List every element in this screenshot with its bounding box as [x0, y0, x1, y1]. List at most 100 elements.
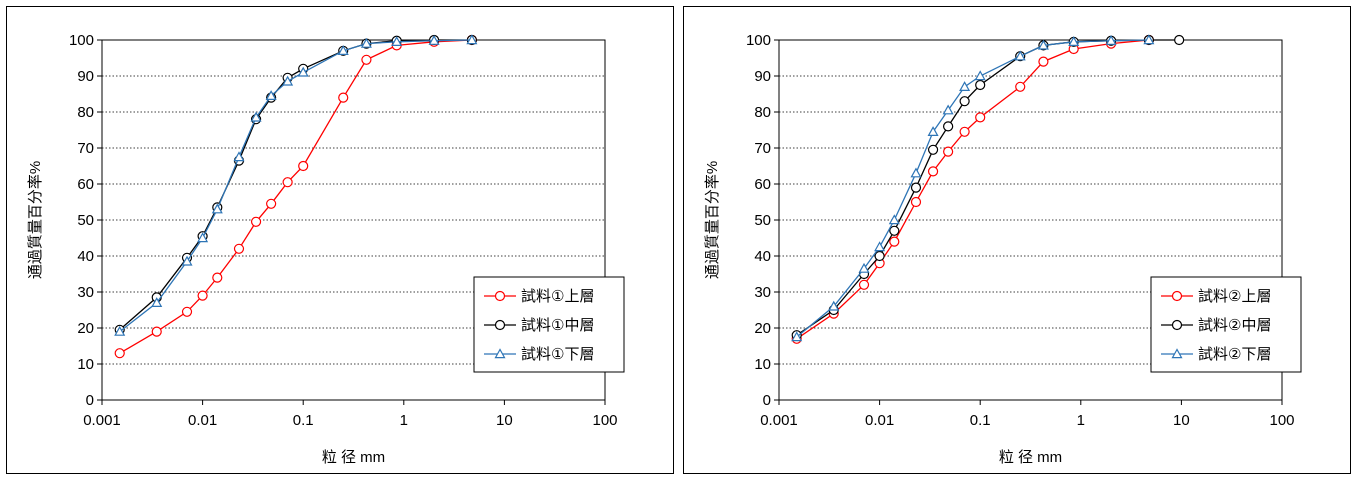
- data-point: [1171, 290, 1183, 302]
- legend-item: 試料②上層: [1161, 288, 1271, 305]
- data-point: [1174, 34, 1185, 46]
- x-tick-label: 100: [1269, 412, 1294, 429]
- data-point: [1068, 36, 1080, 47]
- x-tick-label: 10: [1173, 412, 1190, 429]
- data-point: [282, 75, 294, 86]
- y-tick-label: 30: [77, 284, 94, 301]
- y-tick-label: 40: [77, 248, 94, 265]
- data-point: [927, 166, 939, 177]
- series-3: [114, 34, 478, 336]
- data-point: [233, 151, 245, 162]
- x-tick-label: 0.01: [188, 412, 217, 429]
- data-point: [197, 232, 209, 243]
- data-point: [1037, 39, 1049, 50]
- series-line: [796, 39, 1149, 338]
- y-tick-label: 60: [754, 176, 771, 193]
- data-point: [1171, 319, 1183, 331]
- data-point: [910, 182, 922, 193]
- data-point: [975, 79, 986, 91]
- data-point: [250, 111, 262, 122]
- y-tick-label: 50: [77, 212, 94, 229]
- legend-item: 試料①中層: [484, 317, 594, 334]
- data-point: [151, 326, 162, 337]
- y-tick-label: 80: [77, 104, 94, 121]
- data-point: [959, 96, 970, 107]
- data-point: [943, 146, 954, 157]
- x-tick-label: 1: [1077, 412, 1085, 429]
- data-point: [910, 196, 922, 208]
- legend-label: 試料②下層: [1198, 346, 1271, 363]
- data-point: [828, 300, 840, 311]
- data-point: [428, 34, 440, 45]
- data-point: [910, 167, 922, 178]
- y-tick-label: 20: [77, 320, 94, 337]
- legend-item: 試料②下層: [1161, 346, 1271, 363]
- legend-item: 試料②中層: [1161, 317, 1271, 334]
- data-point: [114, 348, 125, 359]
- series-line: [796, 39, 1180, 336]
- chart-panel-1: 0 10 20 30 40 50 60 70 80 90 100 0.001 0.01 0.1 1 10 100…: [6, 6, 674, 474]
- data-point: [1014, 50, 1026, 61]
- data-point: [360, 37, 372, 48]
- data-point: [466, 34, 478, 45]
- y-tick-label: 0: [763, 392, 771, 409]
- data-point: [197, 290, 208, 301]
- data-point: [265, 90, 277, 101]
- x-tick-label: 0.01: [865, 412, 894, 429]
- series-2: [791, 34, 1185, 341]
- data-point: [266, 198, 277, 209]
- x-axis-title: 粒 径 mm: [322, 449, 385, 466]
- legend-label: 試料②中層: [1198, 317, 1271, 334]
- data-point: [1171, 348, 1183, 359]
- data-point: [494, 319, 506, 331]
- data-point: [338, 92, 349, 103]
- series-line: [119, 39, 472, 333]
- data-point: [297, 66, 309, 77]
- y-tick-label: 90: [77, 68, 94, 85]
- x-axis-title: 粒 径 mm: [999, 449, 1062, 466]
- y-tick-label: 0: [86, 392, 94, 409]
- series-2: [114, 34, 477, 335]
- data-point: [974, 70, 986, 81]
- data-point: [151, 297, 163, 307]
- series-line: [119, 39, 472, 354]
- data-point: [927, 144, 939, 155]
- data-point: [943, 121, 954, 132]
- data-point: [858, 279, 870, 290]
- data-point: [233, 243, 245, 254]
- y-tick-label: 100: [69, 32, 94, 49]
- y-tick-label: 70: [77, 140, 94, 157]
- data-point: [282, 177, 293, 188]
- legend-item: 試料①上層: [484, 288, 594, 305]
- data-point: [494, 290, 506, 302]
- y-tick-label: 70: [754, 140, 771, 157]
- x-tick-label: 0.1: [293, 412, 314, 429]
- data-point: [1105, 34, 1117, 45]
- data-point: [959, 81, 971, 92]
- series-line: [119, 39, 472, 331]
- y-axis-title: 通過質量百分率%: [26, 161, 44, 279]
- grading-chart-1: 0 10 20 30 40 50 60 70 80 90 100 0.001 0.01 0.1 1 10 100…: [26, 32, 625, 466]
- y-axis-title: 通過質量百分率%: [703, 161, 721, 279]
- legend-label: 試料①上層: [521, 288, 594, 305]
- data-point: [391, 36, 403, 47]
- x-tick-label: 0.001: [760, 412, 798, 429]
- data-point: [874, 250, 885, 262]
- data-point: [889, 225, 900, 236]
- data-point: [927, 126, 939, 136]
- legend-label: 試料①中層: [521, 317, 594, 334]
- legend-item: 試料①下層: [484, 346, 594, 363]
- grading-chart-2: 0 10 20 30 40 50 60 70 80 90 100 0.001 0.01 0.1 1 10 100…: [703, 32, 1302, 466]
- x-tick-label: 100: [592, 412, 617, 429]
- series-3: [791, 34, 1155, 342]
- data-point: [361, 54, 372, 65]
- data-point: [1038, 56, 1049, 67]
- data-point: [858, 262, 870, 273]
- legend-label: 試料①下層: [521, 346, 594, 363]
- x-tick-label: 0.1: [970, 412, 991, 429]
- y-tick-label: 60: [77, 176, 94, 193]
- y-tick-label: 30: [754, 284, 771, 301]
- y-tick-label: 100: [746, 32, 771, 49]
- y-tick-label: 80: [754, 104, 771, 121]
